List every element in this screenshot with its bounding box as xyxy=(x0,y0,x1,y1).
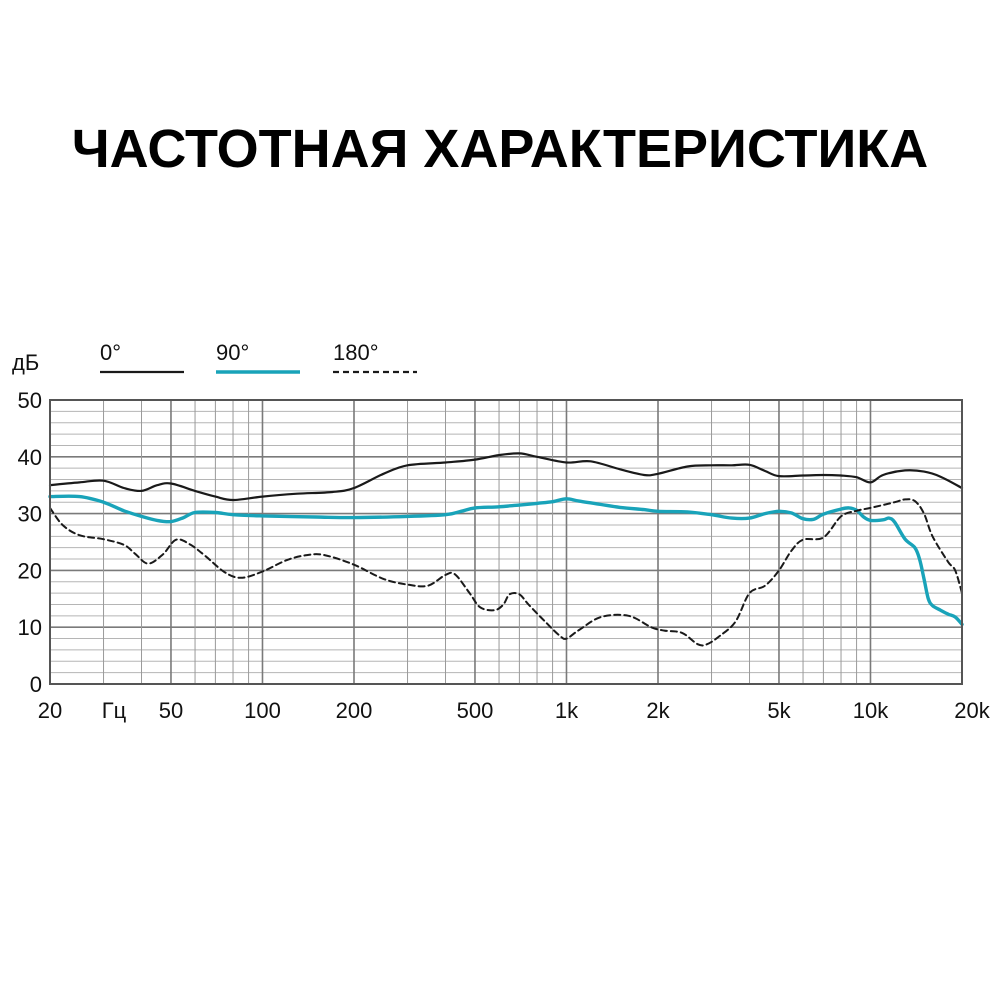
x-tick-label: 500 xyxy=(457,698,494,723)
x-tick-label: 20 xyxy=(38,698,62,723)
chart-legend: 0° 90° 180° xyxy=(100,340,417,374)
x-tick-label: 5k xyxy=(767,698,791,723)
y-tick-label: 20 xyxy=(18,558,42,583)
series-line-0deg xyxy=(48,452,964,502)
series-line-90deg xyxy=(48,494,964,627)
y-tick-label: 50 xyxy=(18,388,42,413)
chart-curves xyxy=(48,452,964,647)
x-axis: 20 50 100 200 500 1k 2k 5k 10k 20k xyxy=(38,698,991,723)
page-title: ЧАСТОТНАЯ ХАРАКТЕРИСТИКА xyxy=(71,119,929,179)
y-tick-label: 10 xyxy=(18,615,42,640)
x-tick-label: 20k xyxy=(954,698,990,723)
y-axis: 0 10 20 30 40 50 xyxy=(18,388,42,697)
y-axis-label: дБ xyxy=(12,350,39,375)
x-tick-label: 100 xyxy=(244,698,281,723)
y-tick-label: 30 xyxy=(18,502,42,527)
legend-label: 90° xyxy=(216,340,249,365)
series-line-180deg xyxy=(49,498,963,647)
legend-label: 0° xyxy=(100,340,121,365)
x-tick-label: 10k xyxy=(853,698,889,723)
legend-label: 180° xyxy=(333,340,379,365)
x-axis-unit-label: Гц xyxy=(102,698,127,723)
plot-frame xyxy=(49,399,963,685)
x-tick-label: 200 xyxy=(336,698,373,723)
y-tick-label: 40 xyxy=(18,445,42,470)
x-tick-label: 1k xyxy=(555,698,579,723)
x-tick-label: 50 xyxy=(159,698,183,723)
y-tick-label: 0 xyxy=(30,672,42,697)
x-tick-label: 2k xyxy=(646,698,670,723)
